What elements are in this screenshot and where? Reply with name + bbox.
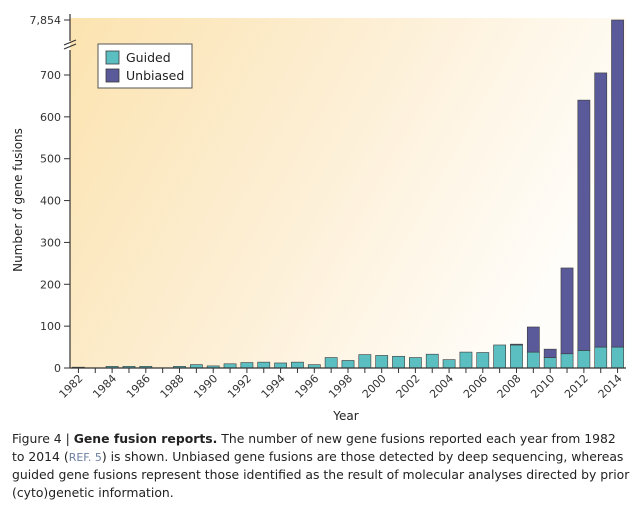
bar-unbiased-2010 xyxy=(543,348,557,358)
bar-guided-2001 xyxy=(392,355,405,369)
bar-guided-1997 xyxy=(324,357,338,369)
legend-swatch-guided xyxy=(105,50,120,65)
y-tick-label: 400 xyxy=(40,195,61,208)
axis-break-mark xyxy=(63,43,77,50)
y-tick-label: 600 xyxy=(40,111,61,124)
legend-label-guided: Guided xyxy=(126,50,171,65)
bar-guided-2009 xyxy=(526,351,540,369)
y-tick-label: 300 xyxy=(40,236,61,249)
x-tick-label: 2010 xyxy=(528,372,557,401)
bar-unbiased-2008 xyxy=(510,343,523,346)
caption-title: Gene fusion reports. xyxy=(73,431,218,446)
y-tick-label: 500 xyxy=(40,153,61,166)
bar-guided-2012 xyxy=(577,350,591,369)
bar-guided-2010 xyxy=(543,357,557,369)
x-tick-label: 2004 xyxy=(427,372,456,401)
stacked-bar-chart: 0 100 200 300 400 500 600 700 7,854 1982 1984 1986… xyxy=(11,14,626,423)
bar-guided-2014 xyxy=(611,346,624,369)
bar-unbiased-2009 xyxy=(526,326,540,353)
bar-guided-2013 xyxy=(594,346,608,369)
bar-guided-2005 xyxy=(459,351,473,369)
x-tick-label: 1994 xyxy=(259,372,288,401)
bar-guided-2011 xyxy=(560,353,574,369)
x-tick-label: 2000 xyxy=(360,372,389,401)
y-axis-title: Number of gene fusions xyxy=(11,128,25,272)
legend: Guided Unbiased xyxy=(97,43,193,89)
x-tick-label: 1996 xyxy=(292,372,321,401)
bar-guided-2007 xyxy=(493,344,507,369)
y-tick-label: 0 xyxy=(54,362,61,375)
y-tick-label: 200 xyxy=(40,278,61,291)
x-tick-label: 2014 xyxy=(596,372,625,401)
figure-caption: Figure 4 | Gene fusion reports. The numb… xyxy=(12,430,632,501)
bar-guided-2000 xyxy=(375,355,389,369)
y-tick-label: 7,854 xyxy=(30,14,62,27)
bar-guided-2003 xyxy=(425,353,439,369)
x-tick-label: 1990 xyxy=(191,372,220,401)
caption-text: The number of new gene fusions reported … xyxy=(12,431,616,464)
bar-guided-1995 xyxy=(291,361,304,369)
y-tick-label: 100 xyxy=(40,320,61,333)
bar-guided-1993 xyxy=(257,361,271,369)
bar-guided-1992 xyxy=(240,362,254,369)
bar-guided-2002 xyxy=(409,357,422,369)
bar-guided-1998 xyxy=(341,360,355,369)
bar-guided-1999 xyxy=(358,354,372,369)
bar-unbiased-2012 xyxy=(577,99,591,351)
bar-guided-2004 xyxy=(442,359,456,369)
legend-swatch-unbiased xyxy=(105,68,120,83)
x-tick-label: 1992 xyxy=(225,372,254,401)
y-tick-label: 700 xyxy=(40,69,61,82)
chart-container: 0 100 200 300 400 500 600 700 7,854 1982 1984 1986… xyxy=(11,14,626,423)
x-tick-label: 1982 xyxy=(57,372,86,401)
x-tick-label: 2008 xyxy=(495,372,524,401)
bar-guided-2008 xyxy=(510,344,523,369)
x-tick-label: 1988 xyxy=(158,372,187,401)
caption-text-continued: ) is shown. Unbiased gene fusions are th… xyxy=(12,448,630,500)
x-tick-label: 2002 xyxy=(394,372,423,401)
bars-group xyxy=(72,19,624,369)
x-tick-label: 2006 xyxy=(461,372,490,401)
x-tick-label: 1986 xyxy=(124,372,153,401)
axes xyxy=(63,14,626,369)
y-axis-ticks: 0 100 200 300 400 500 600 700 7,854 xyxy=(30,14,70,375)
x-tick-label: 1998 xyxy=(326,372,355,401)
caption-reference: REF. 5 xyxy=(68,450,102,464)
bar-guided-1991 xyxy=(223,363,237,369)
bar-unbiased-2011 xyxy=(560,267,574,355)
bar-unbiased-2013 xyxy=(594,72,608,348)
x-tick-label: 1984 xyxy=(90,372,119,401)
bar-guided-2006 xyxy=(476,352,490,369)
x-axis-title: Year xyxy=(332,409,358,423)
bar-guided-1994 xyxy=(274,362,287,369)
caption-figure-label: Figure 4 | xyxy=(12,431,74,446)
x-axis-ticks: 1982 1984 1986 1988 1990 1992 1994 1996 1998 2000… xyxy=(57,368,625,401)
bar-unbiased-2014 xyxy=(611,19,624,348)
x-tick-label: 2012 xyxy=(562,372,591,401)
axis-break-mark xyxy=(63,39,77,46)
legend-label-unbiased: Unbiased xyxy=(126,68,184,83)
